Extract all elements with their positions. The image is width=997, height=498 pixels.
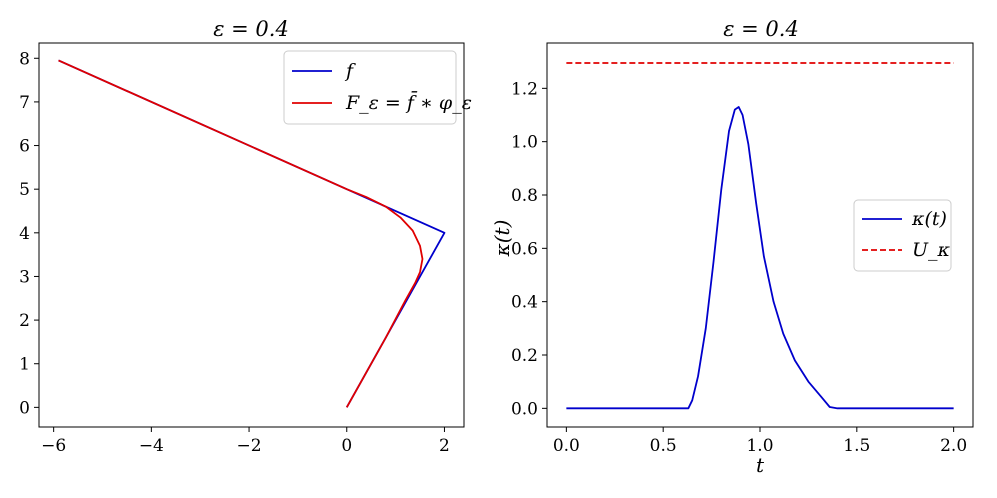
y-tick-label: 8 xyxy=(19,49,30,69)
legend-label-f: f xyxy=(344,60,356,82)
left-plot-series xyxy=(58,59,446,408)
right-plot-title: ε = 0.4 xyxy=(723,17,799,41)
legend-label-kappa: κ(t) xyxy=(911,208,947,230)
x-tick-label: 2 xyxy=(439,436,450,456)
x-tick-label: 1.0 xyxy=(746,436,773,456)
y-tick-label: 0.6 xyxy=(511,239,538,259)
x-tick-label: 0.5 xyxy=(650,436,677,456)
right-plot-frame xyxy=(546,42,974,428)
x-tick-label: 0.0 xyxy=(553,436,580,456)
y-tick-label: 5 xyxy=(19,180,30,200)
right-legend: κ(t) U_κ xyxy=(853,199,952,272)
y-tick-label: 0.2 xyxy=(511,346,538,366)
y-tick-label: 6 xyxy=(19,137,30,157)
x-tick-label: −4 xyxy=(139,436,164,456)
left-plot-title: ε = 0.4 xyxy=(213,17,289,41)
y-tick-label: 4 xyxy=(19,224,30,244)
series-line-1 xyxy=(58,59,424,408)
legend-label-F: F_ε = f̄ ∗ φ_ε xyxy=(345,90,472,114)
y-tick-label: 7 xyxy=(19,93,30,113)
right-plot: ε = 0.4 0.0 0.5 1.0 1.5 2.0 0.0 0.2 0.4 0.6 0.8 1.… xyxy=(490,17,974,477)
x-tick-label: 0 xyxy=(341,436,352,456)
left-plot-ticks: −6 −4 −2 0 2 0 1 2 3 4 5 6 7 8 xyxy=(19,49,450,456)
x-tick-label: −6 xyxy=(41,436,66,456)
y-tick-label: 2 xyxy=(19,311,30,331)
y-tick-label: 3 xyxy=(19,267,30,287)
right-legend-box xyxy=(853,199,952,272)
y-tick-label: 1 xyxy=(19,355,30,375)
y-tick-label: 1.0 xyxy=(511,133,538,153)
y-tick-label: 0.8 xyxy=(511,186,538,206)
left-plot: ε = 0.4 −6 −4 −2 0 2 0 1 2 3 4 5 6 7 8 f F_ε = f̄ ∗ φ… xyxy=(19,17,472,456)
x-tick-label: 1.5 xyxy=(843,436,870,456)
y-tick-label: 0.4 xyxy=(511,293,538,313)
right-xlabel: t xyxy=(756,453,765,477)
legend-label-U: U_κ xyxy=(912,239,951,261)
y-tick-label: 0 xyxy=(19,398,30,418)
y-tick-label: 0.0 xyxy=(511,399,538,419)
right-ylabel: κ(t) xyxy=(490,220,514,258)
x-tick-label: −2 xyxy=(237,436,262,456)
left-legend: f F_ε = f̄ ∗ φ_ε xyxy=(283,50,472,125)
y-tick-label: 1.2 xyxy=(511,79,538,99)
series-line-0 xyxy=(566,106,954,410)
left-legend-box xyxy=(283,50,457,125)
right-plot-ticks: 0.0 0.5 1.0 1.5 2.0 0.0 0.2 0.4 0.6 0.8 1.0 1.2 xyxy=(511,79,967,456)
right-plot-series xyxy=(566,62,954,410)
left-plot-frame xyxy=(38,42,465,428)
x-tick-label: 2.0 xyxy=(940,436,967,456)
